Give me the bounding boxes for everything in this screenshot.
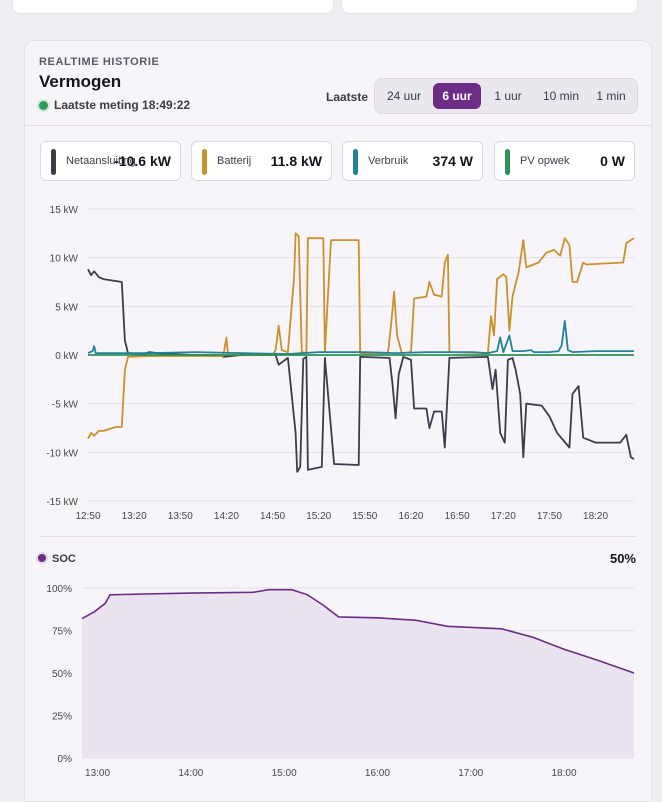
page-title: Vermogen [39, 72, 122, 91]
meter-netaansluiting[interactable]: Netaansluiting -10.6 kW [40, 141, 181, 181]
meter-label: Netaansluiting [66, 155, 136, 167]
range-selector: 24 uur 6 uur 1 uur 10 min 1 min [374, 78, 638, 114]
range-option-1min[interactable]: 1 min [596, 89, 626, 103]
soc-area-chart: SOC 50% 100% 75% 50% 25% 0% 13:00 14:00 15:00 16:0… [36, 551, 636, 779]
x-tick-label: 16:00 [365, 768, 390, 779]
range-option-10min[interactable]: 10 min [542, 89, 580, 103]
meter-value: 11.8 kW [270, 153, 322, 169]
range-option-1h[interactable]: 1 uur [494, 89, 522, 103]
range-option-6h[interactable]: 6 uur [433, 83, 481, 109]
meter-color-bar [202, 149, 207, 175]
chart-divider [40, 536, 636, 537]
x-tick-label: 17:20 [491, 511, 516, 522]
y-tick-label: 0% [58, 754, 73, 765]
y-tick-label: 75% [52, 627, 72, 638]
soc-current-value: 50% [610, 551, 636, 566]
soc-line [81, 588, 635, 674]
range-label: Laatste [326, 90, 369, 104]
range-option-24h[interactable]: 24 uur [386, 89, 422, 103]
meter-color-bar [353, 149, 358, 175]
status-dot-icon [39, 100, 48, 110]
meter-value: -10.6 kW [114, 153, 171, 169]
x-tick-label: 16:50 [445, 511, 470, 522]
x-tick-label: 15:20 [306, 511, 331, 522]
y-tick-label: 5 kW [55, 302, 78, 313]
series-line-netaansluiting [87, 268, 635, 473]
y-tick-label: 50% [52, 669, 72, 680]
previous-card-right [341, 0, 638, 14]
meter-label: Batterij [217, 155, 252, 167]
x-tick-label: 16:20 [398, 511, 423, 522]
meter-value: 374 W [432, 153, 473, 169]
section-eyebrow: REALTIME HISTORIE [39, 56, 160, 68]
y-tick-label: -5 kW [52, 400, 79, 411]
previous-card-left [12, 0, 334, 14]
meter-batterij[interactable]: Batterij 11.8 kW [191, 141, 332, 181]
meter-verbruik[interactable]: Verbruik 374 W [342, 141, 483, 181]
x-tick-label: 15:00 [272, 768, 297, 779]
meter-value: 0 W [600, 153, 625, 169]
last-measurement-text: Laatste meting 18:49:22 [54, 98, 191, 112]
soc-area-fill [82, 589, 634, 758]
meter-pv-opwek[interactable]: PV opwek 0 W [494, 141, 635, 181]
x-tick-label: 14:20 [214, 511, 239, 522]
last-measurement-status: Laatste meting 18:49:22 [39, 98, 190, 112]
x-tick-label: 14:00 [178, 768, 203, 779]
y-tick-label: 0 kW [55, 351, 78, 362]
soc-legend-dot-icon [36, 552, 48, 564]
x-tick-label: 14:50 [260, 511, 285, 522]
y-tick-label: -15 kW [46, 497, 78, 508]
y-tick-label: 25% [52, 712, 72, 723]
series-line-verbruik [87, 320, 634, 355]
x-tick-label: 18:20 [583, 511, 608, 522]
soc-legend-label: SOC [52, 553, 76, 565]
y-tick-label: 15 kW [50, 205, 79, 216]
y-tick-label: 10 kW [50, 254, 79, 265]
x-tick-label: 12:50 [75, 511, 100, 522]
meter-color-bar [51, 149, 56, 175]
meter-color-bar [505, 149, 510, 175]
y-tick-label: -10 kW [46, 448, 78, 459]
series-line-batterij [87, 232, 635, 440]
x-tick-label: 17:50 [537, 511, 562, 522]
x-tick-label: 13:50 [168, 511, 193, 522]
meter-label: Verbruik [368, 155, 409, 167]
meter-label: PV opwek [520, 155, 570, 167]
x-tick-label: 15:50 [352, 511, 377, 522]
header-divider [25, 125, 651, 126]
previous-card-row [0, 0, 662, 26]
power-line-chart: 15 kW 10 kW 5 kW 0 kW -5 kW -10 kW -15 kW 12:50… [46, 205, 635, 522]
y-tick-label: 100% [46, 584, 72, 595]
x-tick-label: 17:00 [458, 768, 483, 779]
x-tick-label: 18:00 [552, 768, 577, 779]
x-tick-label: 13:00 [85, 768, 110, 779]
x-tick-label: 13:20 [122, 511, 147, 522]
